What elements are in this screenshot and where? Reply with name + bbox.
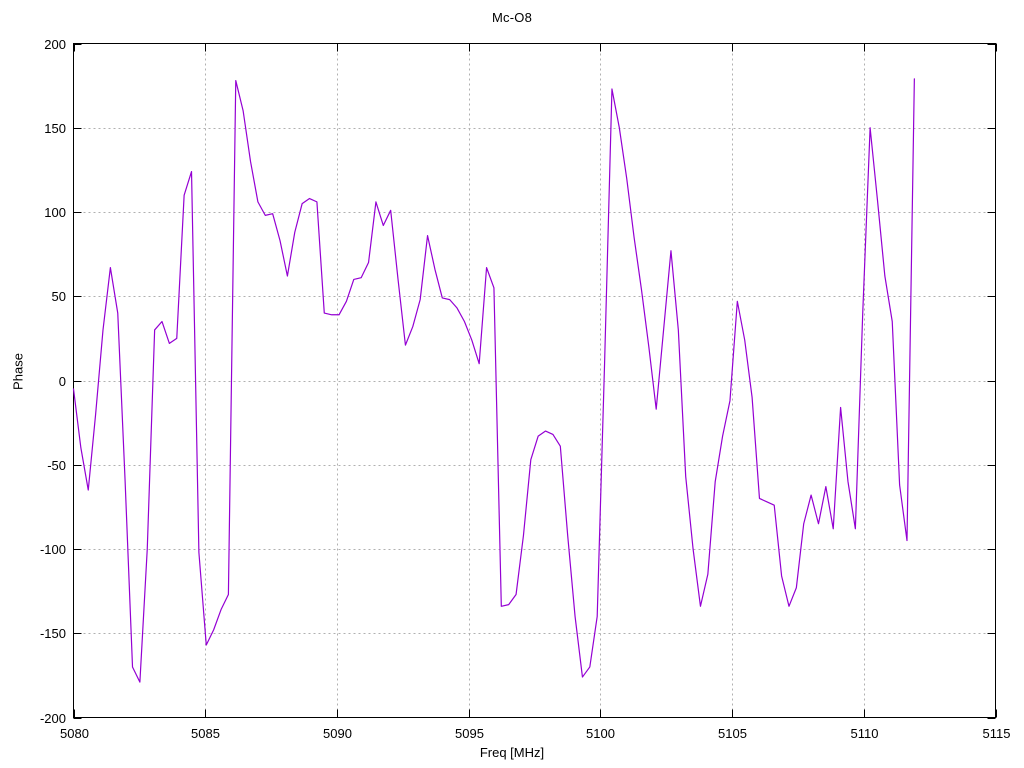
x-tick-label: 5095 [455,725,484,741]
x-tick-label: 5090 [323,725,352,741]
x-tick-label: 5100 [586,725,615,741]
plot-frame [73,43,996,718]
y-tick-label: 150 [44,120,66,136]
x-tick-label: 5105 [718,725,747,741]
gridlines [73,43,996,718]
y-tick-label: 50 [51,288,66,304]
y-tick-label: -200 [39,710,66,726]
y-tick-label: -100 [39,541,66,557]
x-axis-label: Freq [MHz] [479,745,545,760]
x-tick-label: 5110 [850,725,879,741]
axis-ticks [73,43,997,719]
y-tick-label: 200 [44,36,66,52]
y-tick-label: -150 [39,625,66,641]
y-tick-label: -50 [47,457,66,473]
data-series-phase [72,78,915,683]
chart-title: Mc-O8 [492,10,532,25]
y-tick-label: 100 [44,204,66,220]
x-tick-label: 5080 [60,725,89,741]
x-tick-label: 5115 [982,725,1011,741]
x-tick-label: 5085 [191,725,220,741]
y-tick-label: 0 [58,373,66,389]
